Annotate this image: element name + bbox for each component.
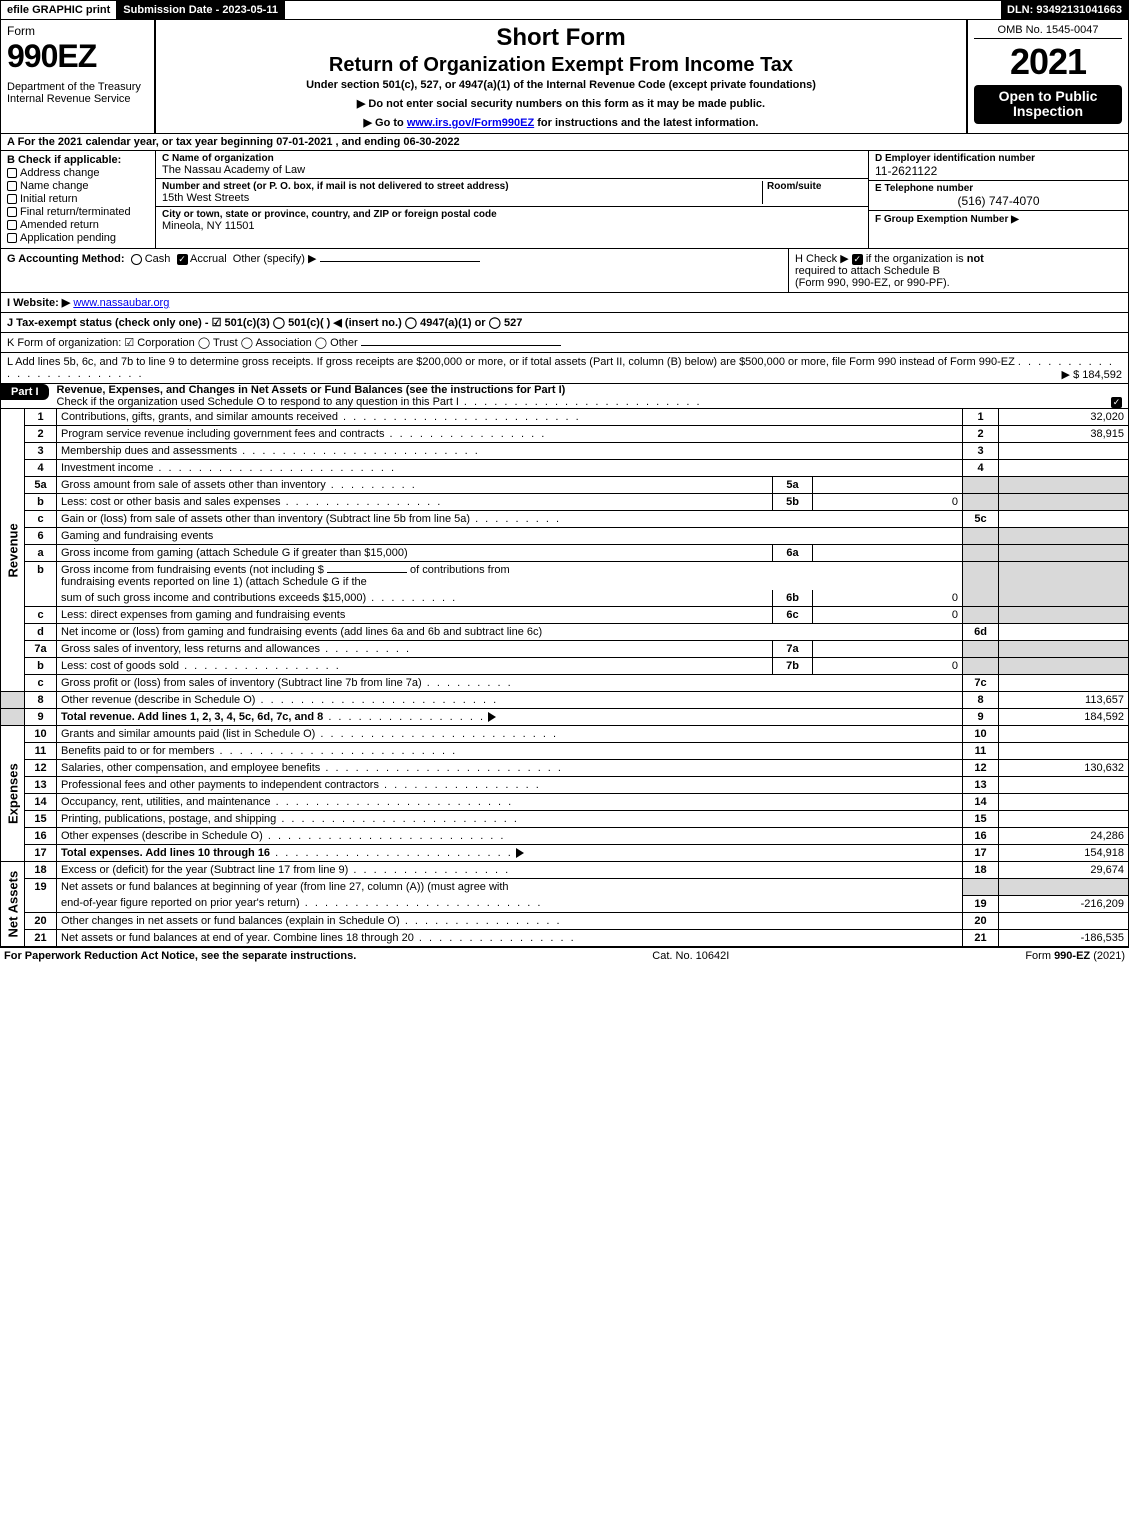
city-row: City or town, state or province, country… [156,207,868,234]
form-ref: Form 990-EZ (2021) [1025,950,1125,962]
org-name-row: C Name of organization The Nassau Academ… [156,151,868,179]
line-17-amount: 154,918 [999,845,1129,862]
room-label: Room/suite [767,181,862,192]
tax-year: 2021 [974,41,1122,83]
arrow-icon [488,712,496,722]
goto-line: ▶ Go to www.irs.gov/Form990EZ for instru… [162,116,960,129]
line-16-amount: 24,286 [999,828,1129,845]
line-21-amount: -186,535 [999,929,1129,946]
part-1-label: Part I [1,384,49,400]
form-number: 990EZ [7,38,148,75]
row-h: H Check ▶ if the organization is not req… [788,249,1128,292]
cat-no: Cat. No. 10642I [652,950,729,962]
part-1-title: Revenue, Expenses, and Changes in Net As… [57,384,566,396]
section-b: B Check if applicable: Address change Na… [1,151,156,248]
contrib-amount-line[interactable] [327,572,407,573]
chk-address-change[interactable]: Address change [7,167,149,179]
form-header: Form 990EZ Department of the Treasury In… [0,20,1129,134]
row-g: G Accounting Method: Cash Accrual Other … [1,249,788,292]
tax-exempt-status: J Tax-exempt status (check only one) - ☑… [7,317,522,329]
header-right: OMB No. 1545-0047 2021 Open to Public In… [968,20,1128,133]
header-center: Short Form Return of Organization Exempt… [156,20,968,133]
form-of-org: K Form of organization: ☑ Corporation ◯ … [7,337,358,349]
other-org-line[interactable] [361,345,561,346]
short-form-title: Short Form [162,24,960,52]
goto-post: for instructions and the latest informat… [534,117,758,129]
chk-initial-return[interactable]: Initial return [7,193,149,205]
expenses-side-label: Expenses [1,726,25,862]
street-label: Number and street (or P. O. box, if mail… [162,181,762,192]
part-1-table: Revenue 1 Contributions, gifts, grants, … [0,409,1129,947]
org-name-label: C Name of organization [162,153,862,164]
row-l-amount: ▶ $ 184,592 [1062,368,1122,381]
section-def: D Employer identification number 11-2621… [868,151,1128,248]
line-18-amount: 29,674 [999,862,1129,879]
row-j: J Tax-exempt status (check only one) - ☑… [0,313,1129,333]
chk-name-change[interactable]: Name change [7,180,149,192]
street: 15th West Streets [162,192,762,204]
g-prefix: G Accounting Method: [7,253,125,265]
omb-number: OMB No. 1545-0047 [974,24,1122,39]
group-exemption-label: F Group Exemption Number ▶ [875,214,1019,225]
section-bcdef: B Check if applicable: Address change Na… [0,151,1129,249]
city: Mineola, NY 11501 [162,220,862,232]
line-19-amount: -216,209 [999,895,1129,912]
part-1-sub: Check if the organization used Schedule … [57,396,459,408]
row-gh: G Accounting Method: Cash Accrual Other … [0,249,1129,293]
net-assets-side-label: Net Assets [1,862,25,947]
ein: 11-2621122 [875,164,1122,178]
street-row: Number and street (or P. O. box, if mail… [156,179,868,207]
form-word: Form [7,24,148,38]
section-e: E Telephone number (516) 747-4070 [869,181,1128,211]
efile-label: efile GRAPHIC print [1,1,117,19]
line-1-amount: 32,020 [999,409,1129,426]
line-2-amount: 38,915 [999,426,1129,443]
section-b-header: B Check if applicable: [7,154,149,166]
h-checkbox[interactable] [852,254,863,265]
org-name: The Nassau Academy of Law [162,164,862,176]
phone: (516) 747-4070 [875,194,1122,208]
row-l-text: L Add lines 5b, 6c, and 7b to line 9 to … [7,356,1015,368]
line-9-amount: 184,592 [999,709,1129,726]
chk-final-return[interactable]: Final return/terminated [7,206,149,218]
section-f: F Group Exemption Number ▶ [869,211,1128,227]
phone-label: E Telephone number [875,183,1122,194]
other-specify-line[interactable] [320,261,480,262]
ein-label: D Employer identification number [875,153,1122,164]
top-bar: efile GRAPHIC print Submission Date - 20… [0,0,1129,20]
spacer [285,1,1001,19]
section-c: C Name of organization The Nassau Academ… [156,151,868,248]
irs-link[interactable]: www.irs.gov/Form990EZ [407,117,534,129]
chk-amended-return[interactable]: Amended return [7,219,149,231]
paperwork-notice: For Paperwork Reduction Act Notice, see … [4,950,356,962]
line-12-amount: 130,632 [999,760,1129,777]
arrow-icon [516,848,524,858]
website-label: I Website: ▶ [7,297,70,309]
part1-schedule-o-checkbox[interactable] [1111,397,1122,408]
revenue-side-label: Revenue [1,409,25,692]
subtitle: Under section 501(c), 527, or 4947(a)(1)… [162,79,960,91]
header-left: Form 990EZ Department of the Treasury In… [1,20,156,133]
cash-radio[interactable] [131,254,142,265]
part-1-header: Part I Revenue, Expenses, and Changes in… [0,384,1129,409]
main-title: Return of Organization Exempt From Incom… [162,54,960,77]
city-label: City or town, state or province, country… [162,209,862,220]
line-8-amount: 113,657 [999,692,1129,709]
dln: DLN: 93492131041663 [1001,1,1128,19]
row-l: L Add lines 5b, 6c, and 7b to line 9 to … [0,353,1129,384]
ssn-warning: ▶ Do not enter social security numbers o… [162,97,960,110]
accrual-radio[interactable] [177,254,188,265]
row-k: K Form of organization: ☑ Corporation ◯ … [0,333,1129,353]
page-footer: For Paperwork Reduction Act Notice, see … [0,947,1129,964]
chk-application-pending[interactable]: Application pending [7,232,149,244]
submission-date: Submission Date - 2023-05-11 [117,1,285,19]
row-i: I Website: ▶ www.nassaubar.org [0,293,1129,313]
department: Department of the Treasury Internal Reve… [7,81,148,105]
inspection-badge: Open to Public Inspection [974,85,1122,124]
goto-pre: ▶ Go to [364,117,407,129]
website-link[interactable]: www.nassaubar.org [73,297,169,309]
section-a: A For the 2021 calendar year, or tax yea… [0,134,1129,151]
section-d: D Employer identification number 11-2621… [869,151,1128,181]
